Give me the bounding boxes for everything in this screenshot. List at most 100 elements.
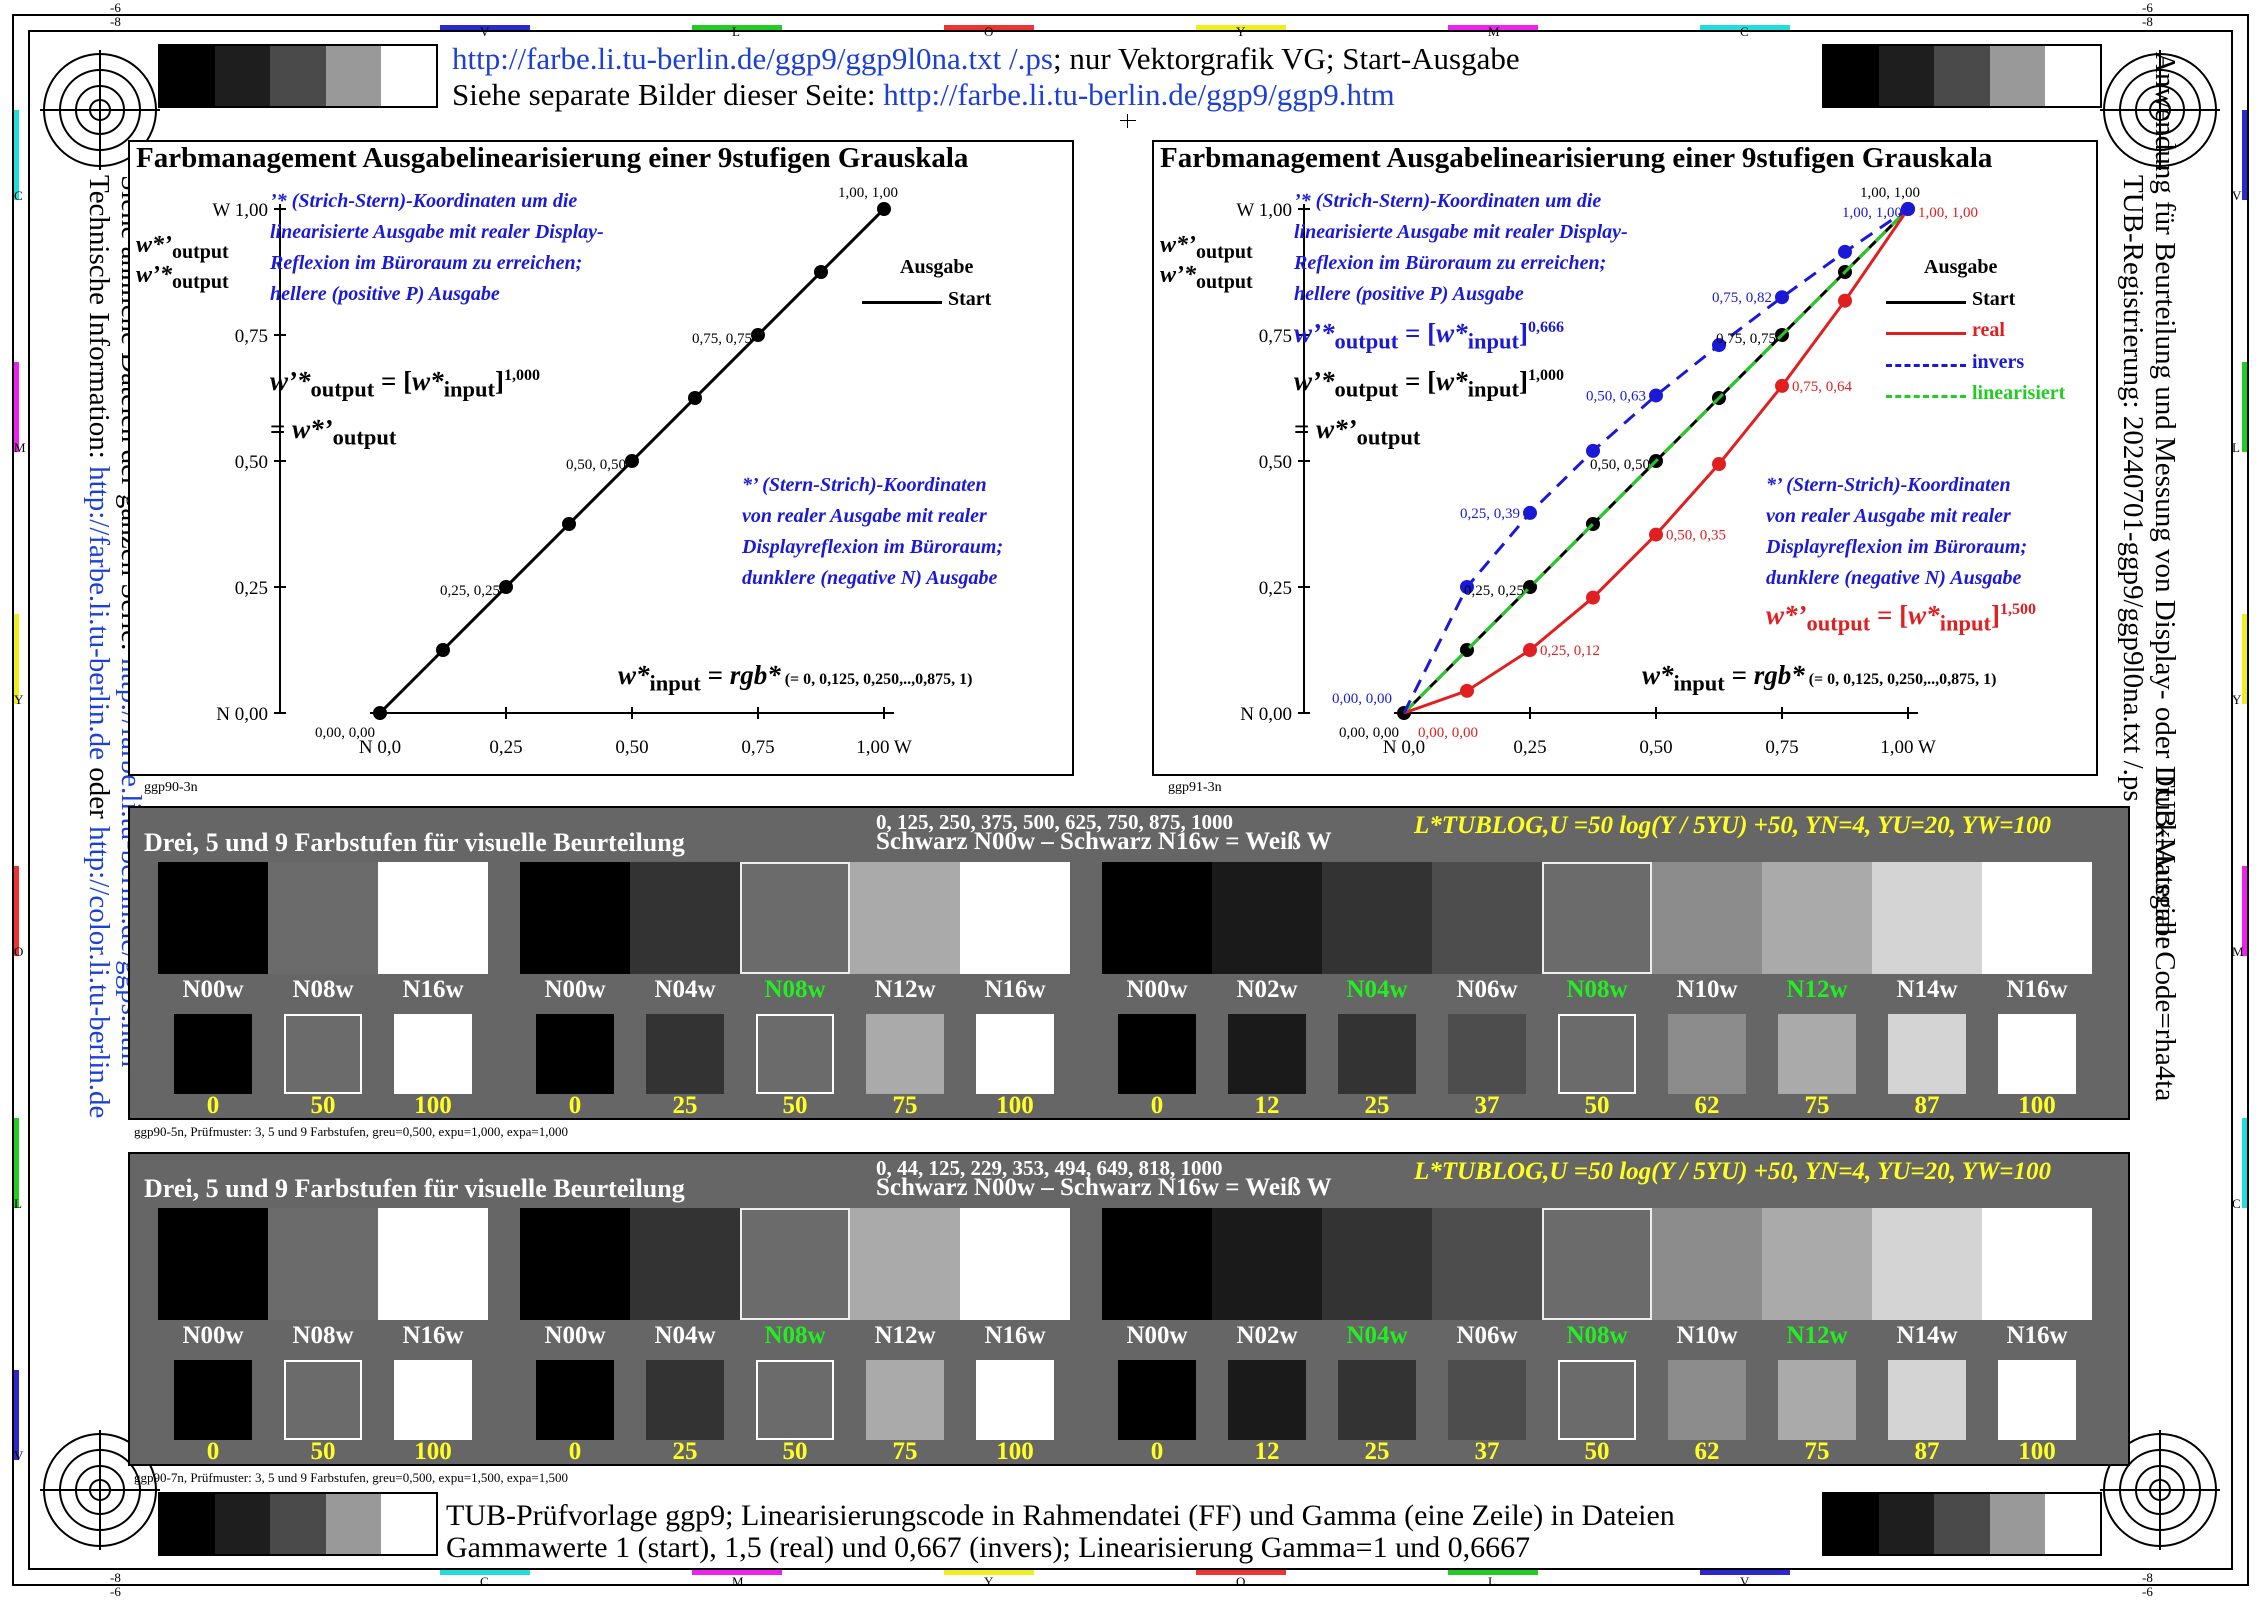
- x-tick-label: N 0,0: [359, 737, 401, 758]
- footer-line-2: Gammawerte 1 (start), 1,5 (real) und 0,6…: [446, 1531, 1531, 1564]
- gray-step-value: 100: [996, 1092, 1034, 1119]
- chart-left-ylabel-1: w*’output: [136, 232, 229, 264]
- bottom-color-bar-label: O: [1236, 1574, 1246, 1589]
- gray-strip-top-right: [1822, 44, 2102, 108]
- gray-strip-cell: [270, 46, 326, 106]
- gray-step-small-square: [646, 1014, 724, 1094]
- gray-step-label: N16w: [402, 1322, 464, 1349]
- gray-step-small-square: [1118, 1360, 1196, 1440]
- chart-right-legend-line-start: [1886, 301, 1966, 304]
- bottom-color-bar-label: C: [480, 1574, 489, 1589]
- gray-step-value: 25: [1364, 1092, 1390, 1119]
- top-color-bar: [1196, 25, 1286, 30]
- registration-target-bottom-right: [2100, 1430, 2220, 1550]
- gray-step-label: N16w: [2006, 976, 2068, 1003]
- data-point-real: [1649, 527, 1663, 542]
- side-left-line-2: Technische Information: http://farbe.li.…: [83, 175, 115, 1119]
- eq-sub: input: [1467, 328, 1519, 354]
- eq-sub: output: [1806, 610, 1871, 636]
- eq-exp: 0,666: [1527, 319, 1564, 336]
- gray-step-value: 12: [1254, 1092, 1280, 1119]
- gray-strip-cell: [270, 1494, 326, 1554]
- chart-left-legend-title: Ausgabe: [900, 256, 974, 278]
- chart-left-box: [128, 140, 1074, 776]
- gray-strip-top-left: [158, 44, 438, 108]
- gray-step-value: 37: [1474, 1438, 1500, 1465]
- gray-step-square: [1542, 862, 1652, 974]
- chart-left-legend-start: Start: [948, 288, 992, 310]
- gray-panel-values: 0, 44, 125, 229, 353, 494, 649, 818, 100…: [876, 1156, 1223, 1180]
- eq-exp: 1,000: [1527, 367, 1564, 384]
- header-link-1[interactable]: http://farbe.li.tu-berlin.de/ggp9/ggp9l0…: [452, 41, 1053, 76]
- top-color-bar: [692, 25, 782, 30]
- chart-left-legend-line: [862, 301, 942, 304]
- eq-w: w*: [618, 660, 650, 690]
- chart-right-note-bottom: *’ (Stern-Strich)-Koordinaten von realer…: [1766, 470, 2027, 594]
- mark-top-right-a: -6: [2142, 0, 2153, 15]
- gray-step-small-square: [394, 1360, 472, 1440]
- side-left-link-2[interactable]: http://farbe.li.tu-berlin.de: [83, 466, 115, 761]
- gray-strip-cell: [380, 1494, 437, 1554]
- gray-step-small-square: [1998, 1360, 2076, 1440]
- gray-step-label: N08w: [1566, 1322, 1628, 1349]
- chart-left-x-equation: w*input = rgb* (= 0, 0,125, 0,250,..,0,8…: [618, 660, 973, 696]
- y-tick-label: W 1,00: [1236, 200, 1292, 221]
- data-point-Start: [814, 265, 828, 279]
- gray-step-label: N12w: [874, 976, 936, 1003]
- eq-sub: output: [1356, 424, 1421, 450]
- bottom-color-bar: [1448, 1570, 1538, 1575]
- left-color-bar: [14, 614, 19, 704]
- ylabel-sub: output: [172, 270, 229, 293]
- point-label: 1,00, 1,00: [1842, 205, 1902, 221]
- ylabel-symbol: w*’: [136, 232, 172, 258]
- header-link-2[interactable]: http://farbe.li.tu-berlin.de/ggp9/ggp9.h…: [883, 77, 1395, 112]
- gray-step-value: 100: [2018, 1092, 2056, 1119]
- data-point-Start: [562, 517, 576, 531]
- eq-w: w’*: [270, 366, 311, 396]
- gray-step-small-square: [976, 1360, 1054, 1440]
- gray-step-value: 50: [782, 1092, 808, 1119]
- eq-exp: 1,000: [503, 367, 540, 384]
- note-line: von realer Ausgabe mit realer: [742, 505, 987, 527]
- eq-exp: 1,500: [1999, 601, 2036, 618]
- gray-step-small-square: [1668, 1014, 1746, 1094]
- gray-strip-cell: [2044, 1494, 2101, 1554]
- gray-step-value: 0: [1150, 1092, 1164, 1119]
- gray-step-small-square: [1668, 1360, 1746, 1440]
- chart-left-note-top: ’* (Strich-Stern)-Koordinaten um die lin…: [270, 186, 604, 310]
- gray-step-square: [1872, 862, 1982, 974]
- mark-top-left-a: -6: [110, 0, 121, 15]
- gray-strip-cell: [1934, 1494, 1990, 1554]
- header-line-1: http://farbe.li.tu-berlin.de/ggp9/ggp9l0…: [452, 41, 1520, 77]
- data-point-invers: [1586, 443, 1600, 458]
- gray-strip-cell: [1824, 1494, 1880, 1554]
- point-label: 0,25, 0,12: [1540, 643, 1600, 659]
- gray-step-value: 0: [206, 1092, 220, 1119]
- chart-left-equation-1: w’*output = [w*input]1,000: [270, 366, 540, 402]
- eq-sub: output: [332, 424, 397, 450]
- gray-step-label: N00w: [182, 976, 244, 1003]
- side-left-link-3[interactable]: http://color.li.tu-berlin.de: [83, 826, 115, 1119]
- bottom-color-bar: [440, 1570, 530, 1575]
- center-crosshair: [1120, 120, 1136, 121]
- eq-rgb: rgb*: [729, 660, 781, 690]
- data-point-real: [1586, 590, 1600, 605]
- point-label: 1,00, 1,00: [838, 185, 898, 201]
- inner-frame: [28, 30, 2233, 1570]
- gray-step-label: N12w: [1786, 976, 1848, 1003]
- data-point-invers: [1712, 338, 1726, 353]
- point-label: 0,00, 0,00: [1332, 691, 1392, 707]
- data-point-Start: [436, 643, 450, 657]
- gray-strip-cell: [1934, 46, 1990, 106]
- gray-strip-cell: [325, 46, 381, 106]
- gray-step-label: N16w: [2006, 1322, 2068, 1349]
- y-tick-label: 0,75: [235, 326, 268, 347]
- left-color-bar-label: Y: [14, 692, 24, 707]
- gray-step-small-square: [1778, 1014, 1856, 1094]
- left-color-bar-label: L: [14, 1196, 22, 1211]
- gray-step-label: N10w: [1676, 976, 1738, 1003]
- gray-step-value: 75: [1804, 1092, 1830, 1119]
- eq-op: = [: [1398, 366, 1437, 396]
- gray-step-small-square: [1228, 1360, 1306, 1440]
- chart-left-code: ggp90-3n: [144, 780, 198, 795]
